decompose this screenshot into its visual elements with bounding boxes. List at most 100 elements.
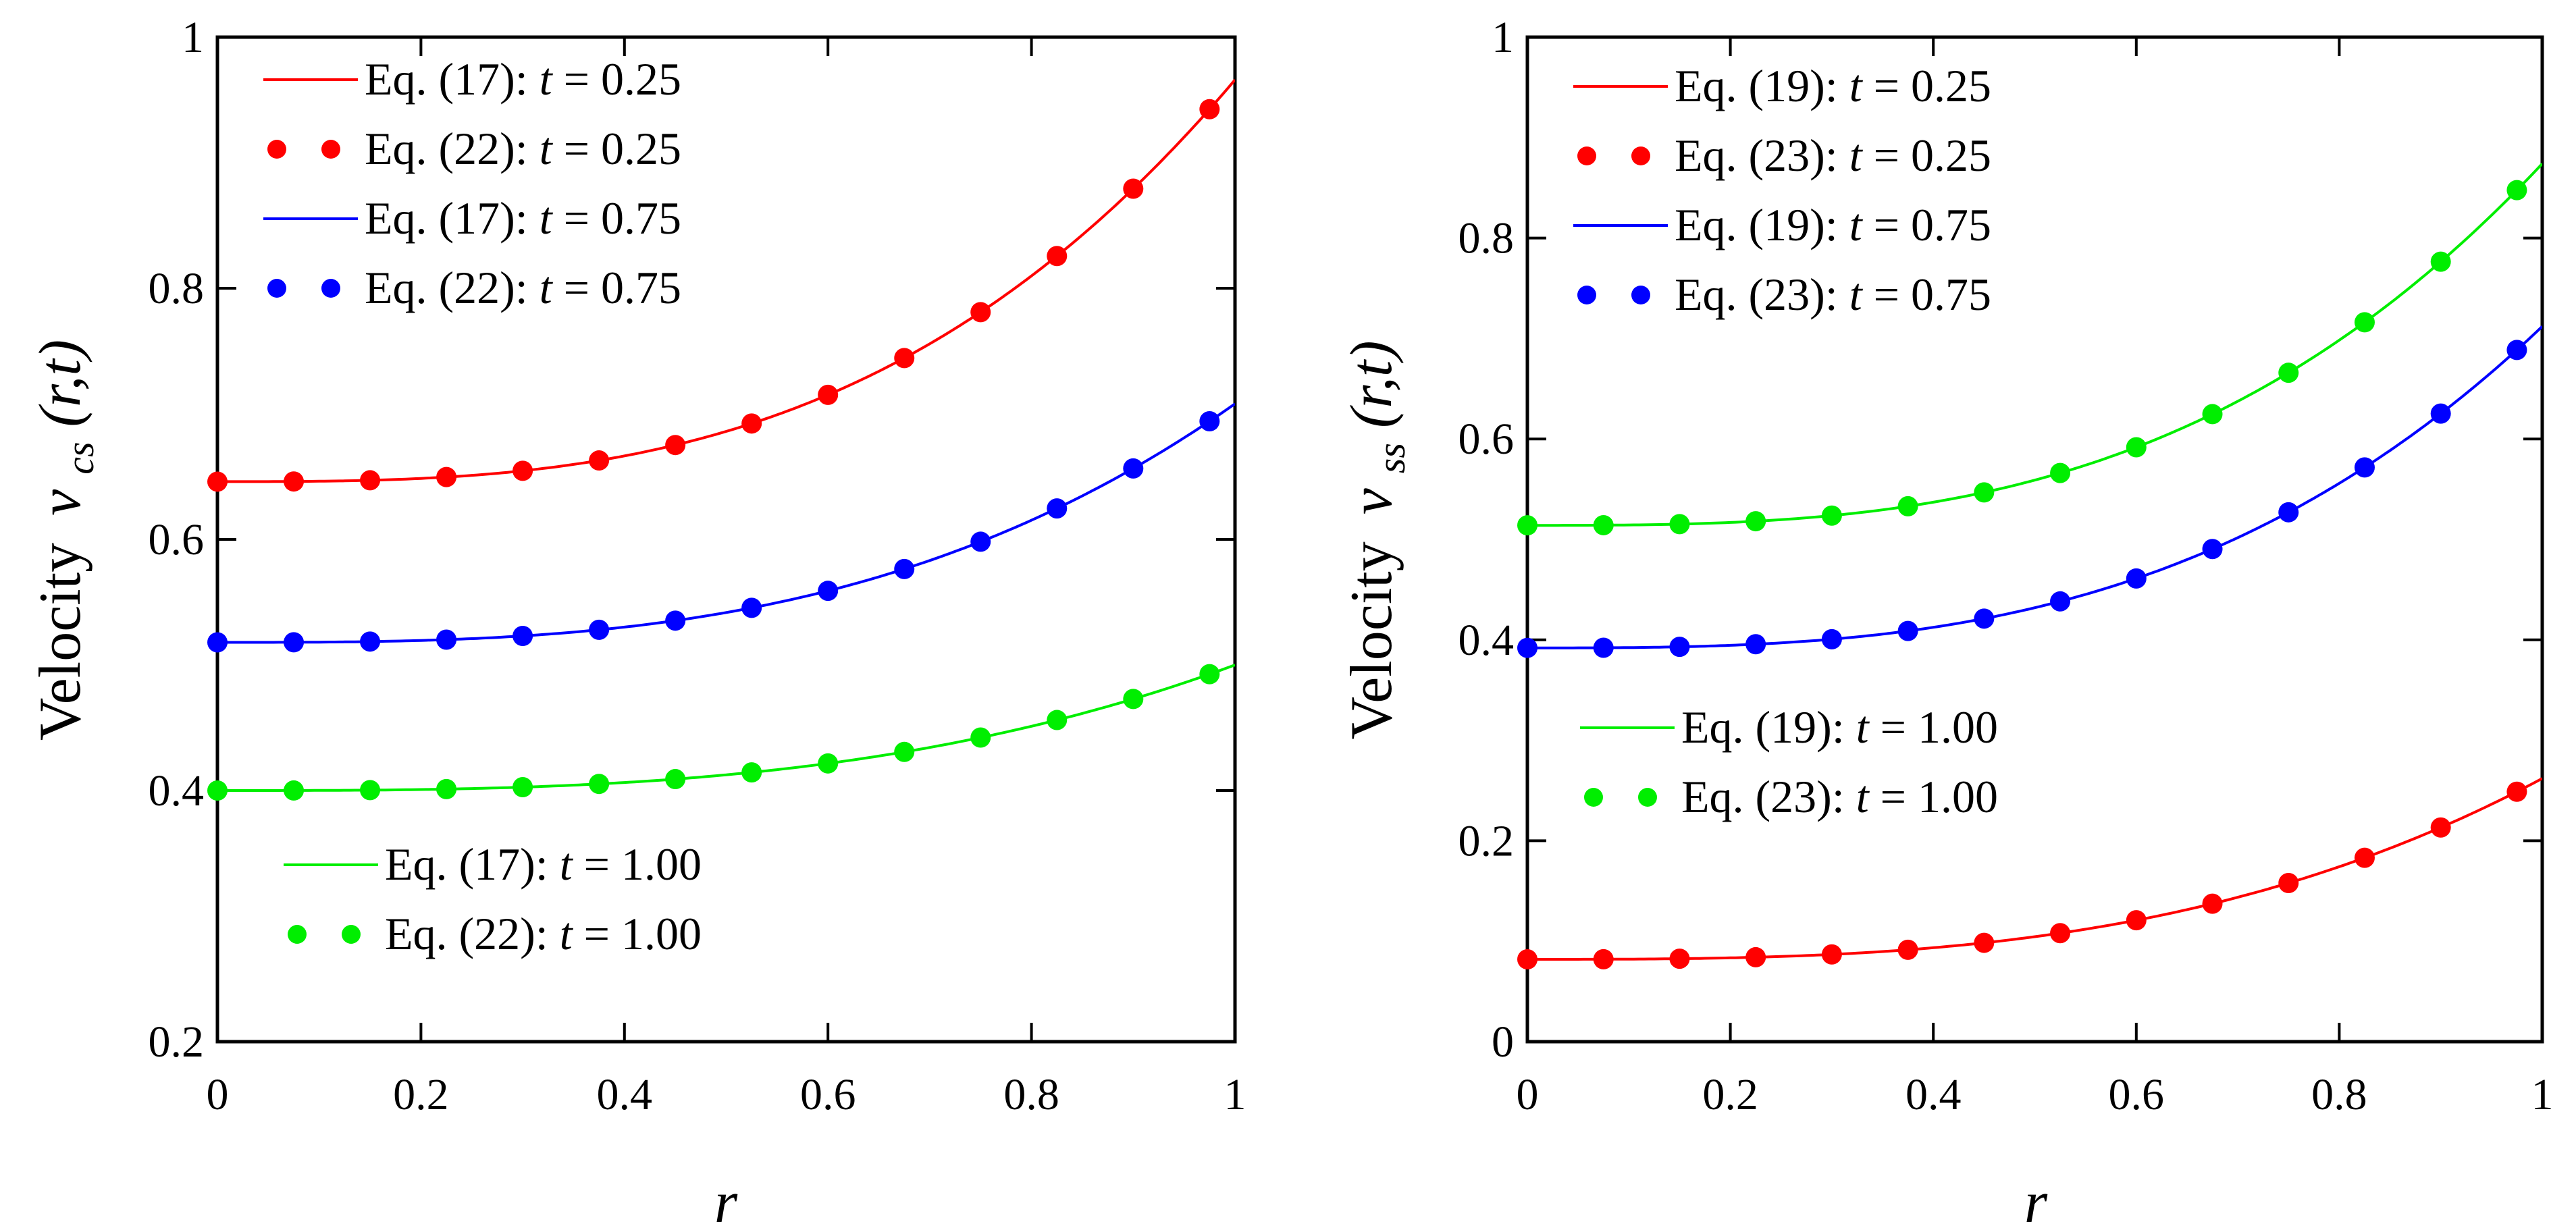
plot-vss-series-point (2506, 781, 2527, 802)
plot-vcs-ylabel: Velocity v cs (r,t) (28, 340, 102, 741)
plot-vcs-xtick-label: 0 (207, 1070, 229, 1119)
plot-vcs-ytick-label: 0.4 (149, 766, 205, 816)
plot-vss-series-line (1527, 163, 2542, 527)
legend-dot-swatch (1577, 286, 1596, 304)
plot-vss-series-point (1897, 620, 1918, 641)
plot-vcs-series-point (1047, 246, 1068, 267)
plot-vcs-series-point (741, 413, 762, 434)
plot-vss-series-point (2506, 180, 2527, 201)
legend-val: = 0.25 (552, 53, 681, 105)
plot-vcs-ylabel-sub: cs (58, 442, 102, 474)
legend-var: t (1849, 199, 1864, 250)
plot-vss-series-point (1745, 946, 1766, 967)
plot-vss-ylabel-var: v (1339, 487, 1404, 514)
plot-vss-series-point (2430, 817, 2451, 838)
plot-vss-series-point (2126, 910, 2147, 931)
plot-vss-ylabel: Velocity v ss (r,t) (1339, 340, 1418, 739)
plot-vcs-ylabel-prefix: Velocity (28, 543, 93, 741)
plot-vss-series-point (2050, 591, 2071, 612)
plot-vss-xtick-label: 1 (2531, 1070, 2554, 1119)
plot-vcs-series-point (1199, 99, 1220, 119)
plot-vss-series-point (1974, 482, 1995, 503)
plot-vss-series-point (1593, 949, 1614, 969)
plot-vcs-series-point (436, 466, 457, 487)
plot-vcs-series-point (589, 619, 610, 640)
plot-vcs-series-point (894, 741, 915, 762)
plot-vcs-series-point (818, 753, 839, 774)
plot-vcs-xtick-label: 0.8 (1003, 1070, 1059, 1119)
legend-eq: Eq. (23): (1675, 130, 1849, 181)
plot-vss-series-point (1745, 511, 1766, 532)
plot-vcs-series-point (589, 774, 610, 795)
plot-vss-series-point (2202, 893, 2223, 914)
plot-vss-series-point (2354, 312, 2375, 333)
svg-text:Velocity v ss: Velocity v ss (r,t) (1339, 340, 1418, 739)
legend-var: t (1856, 771, 1870, 822)
legend-val: = 0.75 (1862, 199, 1991, 250)
legend-val: = 1.00 (1869, 701, 1998, 753)
legend-var: t (560, 908, 574, 959)
legend-dot-swatch (267, 140, 286, 159)
plot-vss-series-point (1669, 637, 1690, 658)
plot-vss-series-point (2278, 502, 2299, 523)
plot-vss-series-point (2278, 363, 2299, 383)
plot-vcs-series-point (970, 302, 991, 323)
plot-vcs-series-point (360, 631, 381, 652)
legend-eq: Eq. (23): (1675, 269, 1849, 320)
plot-vss-ytick-label: 0.6 (1458, 415, 1515, 464)
legend-entry-label: Eq. (23): t = 0.25 (1675, 130, 1991, 181)
plot-vss-series-point (1593, 637, 1614, 658)
legend-val: = 1.00 (573, 838, 702, 890)
plot-vcs-series-point (1199, 410, 1220, 431)
plot-vcs-series-point (818, 581, 839, 602)
plot-vcs-series-point (512, 776, 533, 797)
plot-vcs-series-point (360, 780, 381, 801)
plot-vcs-ytick-label: 1 (182, 13, 204, 62)
plot-vss-xtick-label: 0 (1517, 1070, 1539, 1119)
plot-vss-series-point (1745, 634, 1766, 655)
plot-vss-xtick-label: 0.4 (1905, 1070, 1962, 1119)
plot-vcs-series-point (207, 780, 228, 801)
legend-entry-label: Eq. (22): t = 1.00 (385, 908, 702, 959)
plot-vcs-series-point (741, 762, 762, 783)
legend-val: = 0.25 (552, 123, 681, 174)
plot-vss-series-point (2202, 404, 2223, 425)
legend-var: t (1849, 60, 1864, 111)
legend-entry-label: Eq. (23): t = 1.00 (1681, 771, 1998, 822)
legend-entry-label: Eq. (22): t = 0.75 (365, 262, 681, 313)
plot-vcs-xtick-label: 1 (1224, 1070, 1246, 1119)
plot-vcs-xlabel: r (714, 1170, 738, 1228)
plot-vss-series-point (1669, 949, 1690, 969)
plot-vcs-series-point (1123, 178, 1144, 199)
plot-vcs-series-point (1123, 458, 1144, 479)
plot-vss-series-point (1821, 629, 1842, 649)
plot-vcs-series-point (894, 558, 915, 579)
plot-vss-series-point (2354, 847, 2375, 868)
plot-vcs-series-point (284, 632, 305, 653)
legend-var: t (540, 262, 554, 313)
legend-val: = 0.25 (1862, 130, 1991, 181)
legend-val: = 1.00 (1869, 771, 1998, 822)
plot-vss-series-point (2202, 539, 2223, 560)
plot-vcs-series-point (284, 780, 305, 801)
plot-vss-series-point (2050, 923, 2071, 944)
legend-eq: Eq. (19): (1675, 60, 1849, 111)
plot-vcs-ylabel-args: (r,t) (28, 340, 93, 427)
plot-vss-ylabel-prefix: Velocity (1339, 541, 1404, 739)
plot-vss-series-point (2506, 340, 2527, 361)
plot-vss-ytick-label: 0.4 (1458, 616, 1515, 665)
plot-vcs-frame (215, 35, 1237, 1044)
plot-vcs-series-point (894, 348, 915, 369)
legend-dot-swatch (1584, 788, 1603, 807)
legend-dot-swatch (321, 279, 340, 298)
legend-var: t (560, 838, 574, 890)
plot-vss-series-point (2278, 872, 2299, 893)
legend-var: t (1856, 701, 1870, 753)
plot-vss-series-point (2126, 568, 2147, 589)
plot-vcs: 0 0.2 0.4 0.6 0.8 10.20.40.60.81 Velocity v c… (28, 13, 1246, 1228)
plot-vcs-xtick-label: 0.4 (597, 1070, 653, 1119)
plot-vcs-series-point (1123, 689, 1144, 710)
plot-vss-xlabel: r (2024, 1170, 2048, 1228)
plot-vcs-series-point (589, 450, 610, 471)
